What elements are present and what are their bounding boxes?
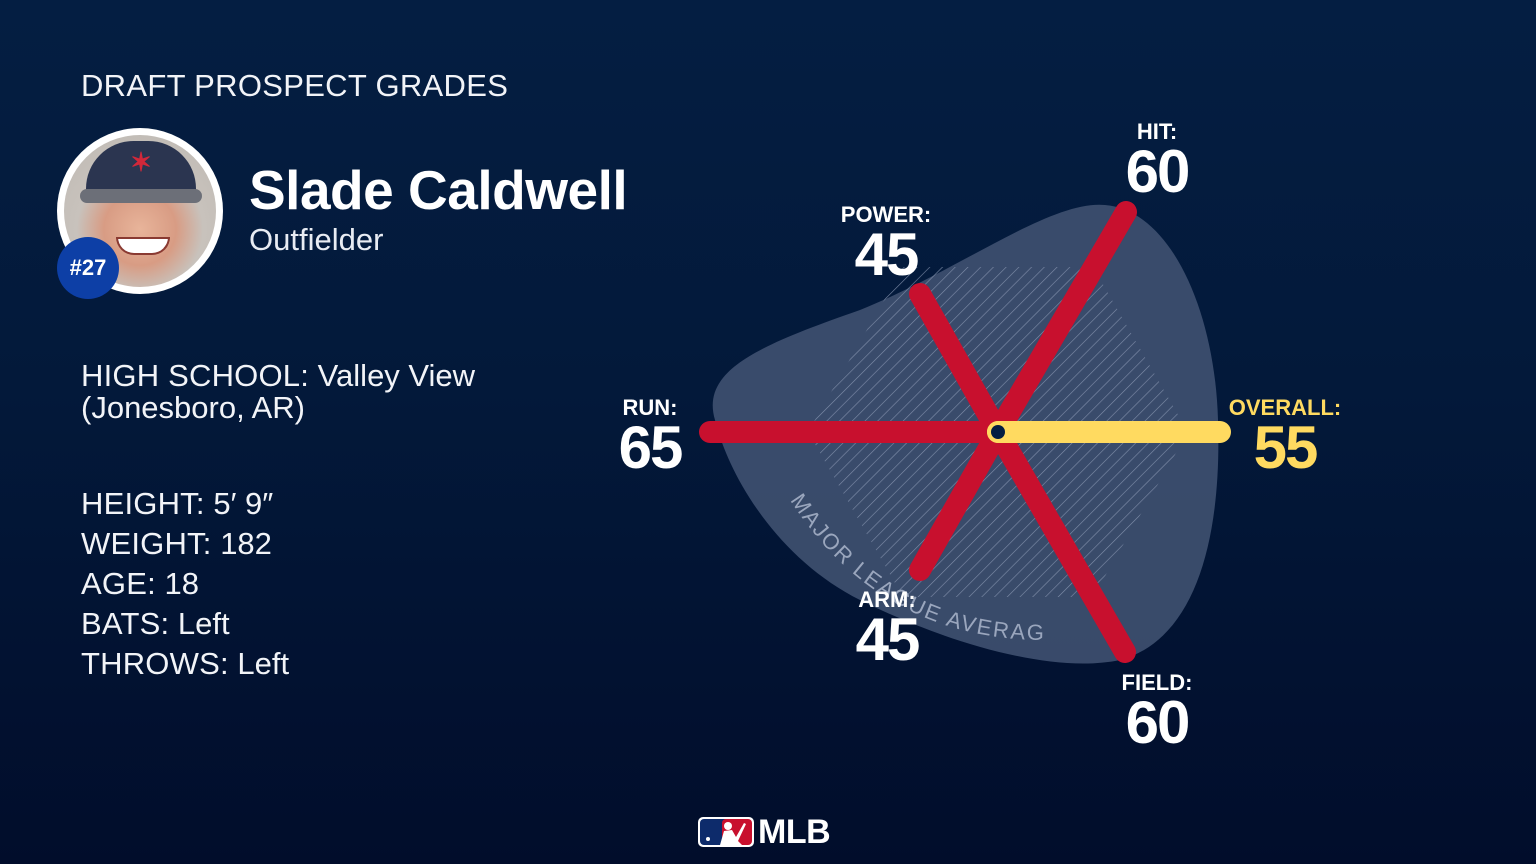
spoke-field [987, 421, 1136, 663]
weight-label: WEIGHT: [81, 526, 212, 561]
avatar: ✶ [57, 128, 223, 294]
spoke-power [909, 283, 1009, 443]
bats-label: BATS: [81, 606, 170, 641]
player-headshot-icon: ✶ [64, 135, 216, 287]
label-run: RUN: 65 [618, 395, 684, 481]
mlb-logo: MLB [698, 812, 831, 851]
bats-value: Left [177, 606, 230, 641]
height-row: HEIGHT: 5′ 9″ [81, 484, 289, 524]
player-position: Outfielder [249, 222, 384, 257]
throws-value: Left [237, 646, 290, 681]
player-name: Slade Caldwell [249, 159, 628, 221]
label-hit: HIT: 60 [1125, 119, 1191, 205]
height-value: 5′ 9″ [213, 486, 274, 521]
weight-row: WEIGHT: 182 [81, 524, 289, 564]
height-label: HEIGHT: [81, 486, 205, 521]
page-title: DRAFT PROSPECT GRADES [81, 68, 509, 103]
throws-label: THROWS: [81, 646, 229, 681]
cap-brim-shape [80, 189, 202, 203]
mlb-wordmark: MLB [758, 812, 831, 851]
throws-row: THROWS: Left [81, 644, 289, 684]
label-power: POWER: 45 [840, 202, 932, 288]
high-school-info: HIGH SCHOOL: Valley View (Jonesboro, AR) [81, 360, 475, 424]
label-field: FIELD: 60 [1121, 670, 1193, 756]
spoke-hit [987, 201, 1137, 443]
age-value: 18 [164, 566, 199, 601]
cap-logo-icon: ✶ [130, 147, 152, 177]
weight-value: 182 [220, 526, 272, 561]
bats-row: BATS: Left [81, 604, 289, 644]
mlb-batter-icon [698, 817, 754, 847]
high-school-label: HIGH SCHOOL: [81, 358, 310, 393]
spoke-arm [909, 421, 1009, 581]
rank-badge: #27 [57, 237, 119, 299]
age-row: AGE: 18 [81, 564, 289, 604]
high-school-location: (Jonesboro, AR) [81, 390, 305, 425]
label-overall: OVERALL: 55 [1228, 395, 1342, 481]
age-label: AGE: [81, 566, 156, 601]
high-school-value: Valley View [317, 358, 476, 393]
label-arm: ARM: 45 [855, 587, 921, 673]
player-stats: HEIGHT: 5′ 9″ WEIGHT: 182 AGE: 18 BATS: … [81, 484, 289, 684]
